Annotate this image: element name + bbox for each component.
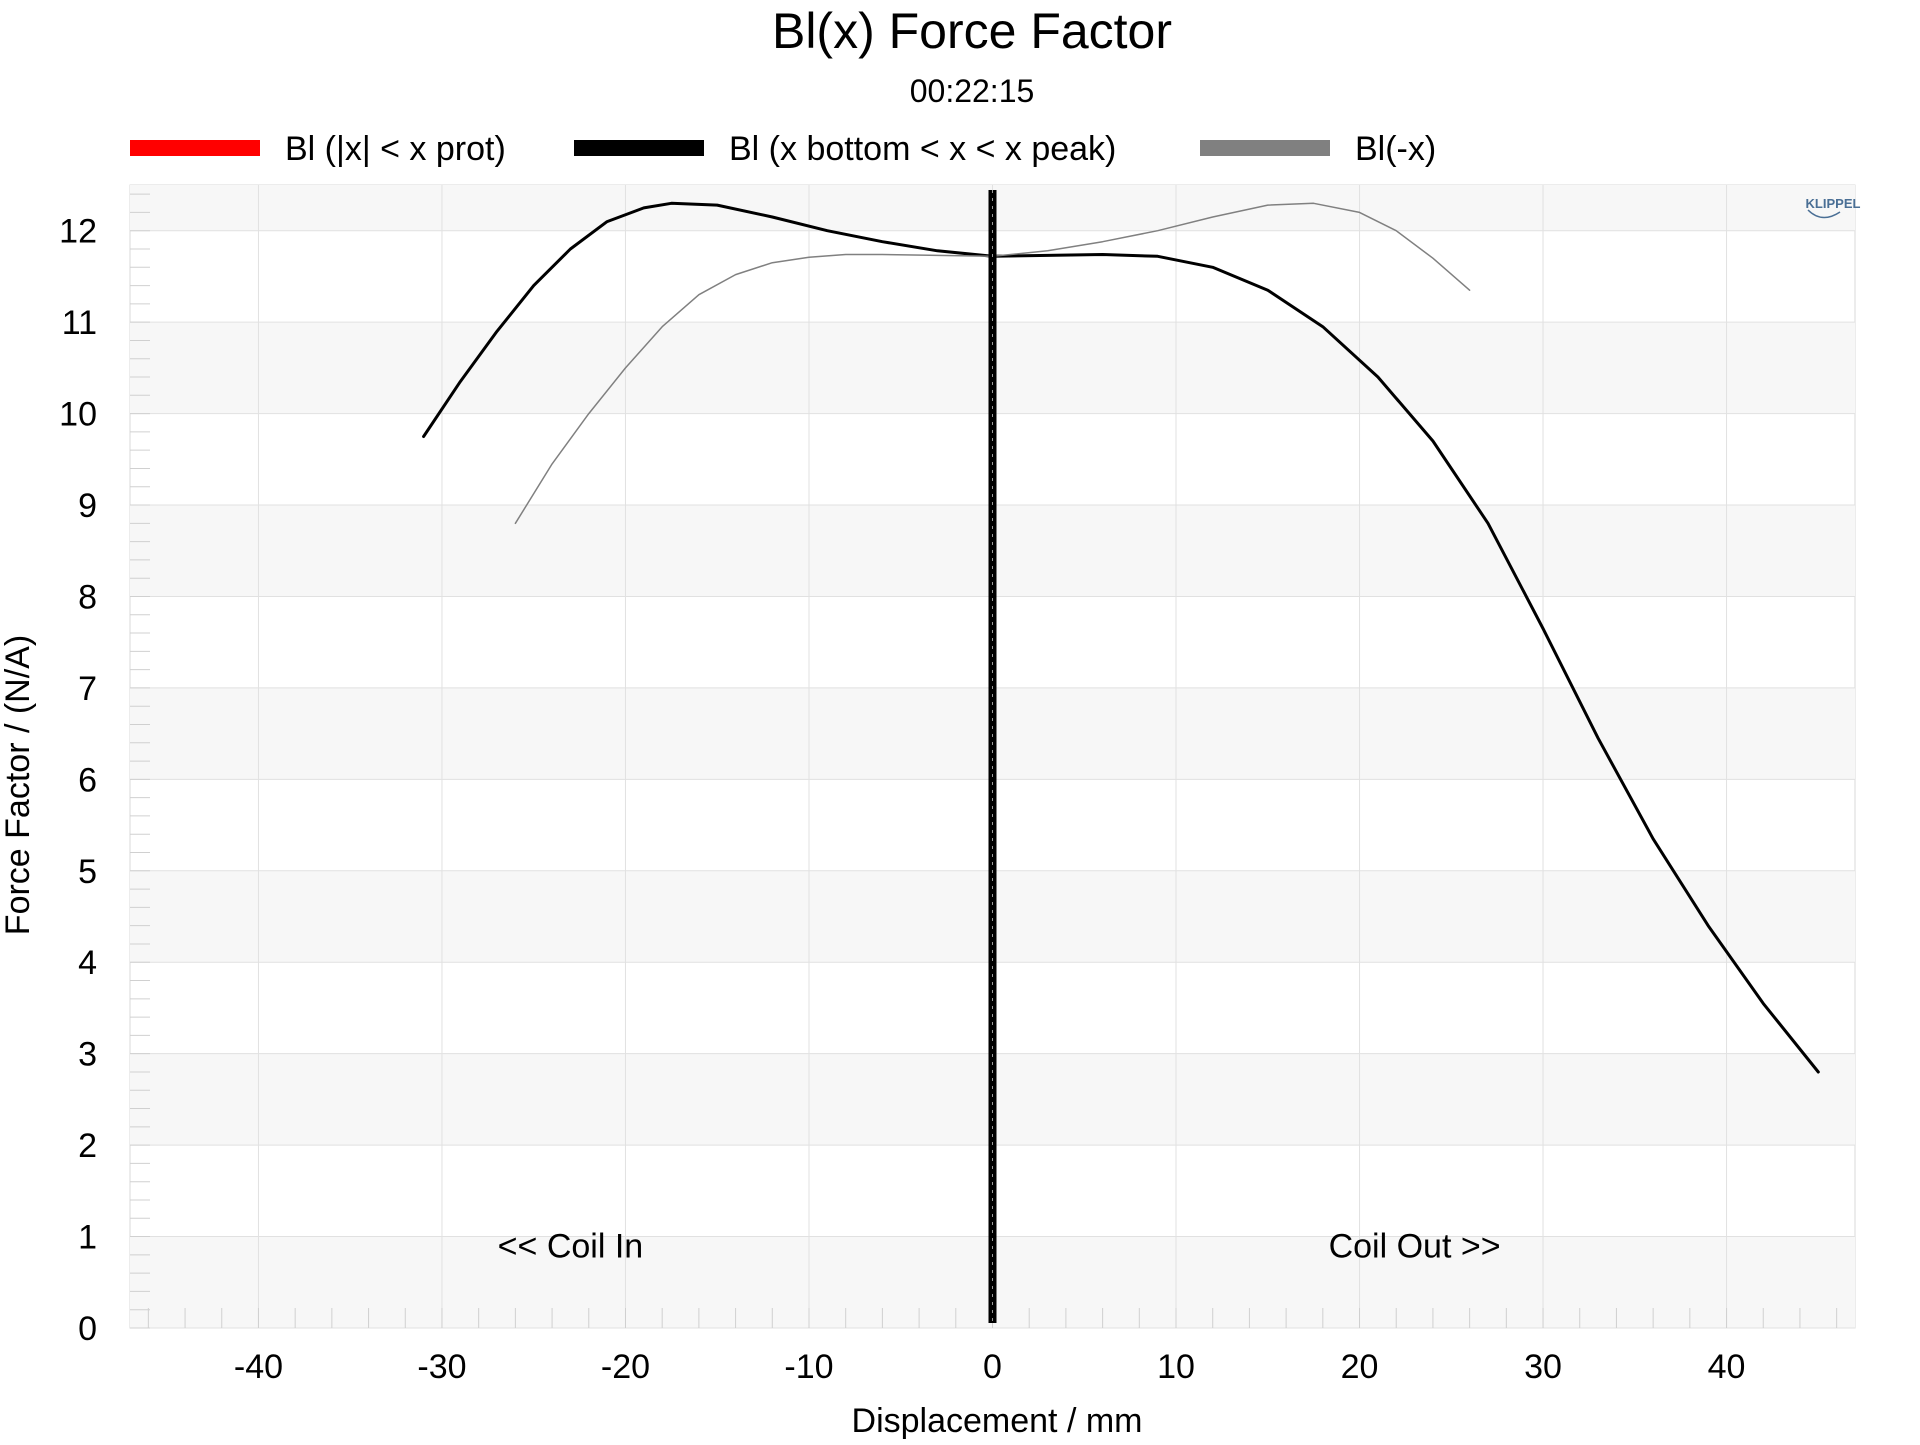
x-tick-label: -40 [234,1348,283,1386]
klippel-logo: KLIPPEL [1806,196,1861,219]
marker-layer [988,190,997,1323]
minor-ticks [130,193,1838,1329]
y-axis-label: Force Factor / (N/A) [0,635,37,935]
legend-swatch-1 [130,140,260,156]
x-axis-label: Displacement / mm [852,1402,1143,1440]
zero-marker-line [988,190,997,1323]
legend-label-3: Bl(-x) [1355,130,1436,168]
y-tick-label: 7 [78,670,97,708]
x-tick-label: -20 [601,1348,650,1386]
chart-title: Bl(x) Force Factor [772,3,1172,59]
y-tick-label: 3 [78,1036,97,1074]
x-tick-label: -10 [784,1348,833,1386]
logo-text: KLIPPEL [1806,196,1861,211]
legend-swatch-2 [574,140,704,156]
legend: Bl (|x| < x prot) Bl (x bottom < x < x pe… [130,130,1436,168]
y-tick-label: 0 [78,1310,97,1348]
series-line-2 [422,201,1820,1074]
annotation-label: << Coil In [498,1228,644,1266]
logo-swoosh [1807,209,1841,219]
series-layer [422,201,1820,1074]
y-tick-label: 4 [78,944,97,982]
legend-swatch-3 [1200,140,1330,156]
x-tick-label: 0 [983,1348,1002,1386]
annotation-label: Coil Out >> [1329,1228,1501,1266]
y-tick-label: 8 [78,578,97,616]
x-tick-label: 20 [1341,1348,1379,1386]
chart-subtitle: 00:22:15 [910,73,1035,109]
annotations: << Coil In Coil Out >> [498,1228,1501,1266]
x-tick-label: 10 [1157,1348,1195,1386]
y-tick-label: 10 [59,396,97,434]
legend-label-2: Bl (x bottom < x < x peak) [729,130,1116,168]
y-tick-label: 5 [78,853,97,891]
y-tick-label: 9 [78,487,97,525]
legend-label-1: Bl (|x| < x prot) [285,130,506,168]
y-tick-label: 1 [78,1219,97,1257]
y-tick-label: 2 [78,1127,97,1165]
y-tick-label: 12 [59,213,97,251]
x-tick-label: 40 [1708,1348,1746,1386]
x-axis-ticks: -40 -30 -20 -10 0 10 20 30 40 [234,1348,1746,1386]
y-tick-label: 11 [62,304,97,342]
y-tick-label: 6 [78,761,97,799]
x-tick-label: -30 [417,1348,466,1386]
series-line-3 [514,202,1471,525]
x-tick-label: 30 [1524,1348,1562,1386]
